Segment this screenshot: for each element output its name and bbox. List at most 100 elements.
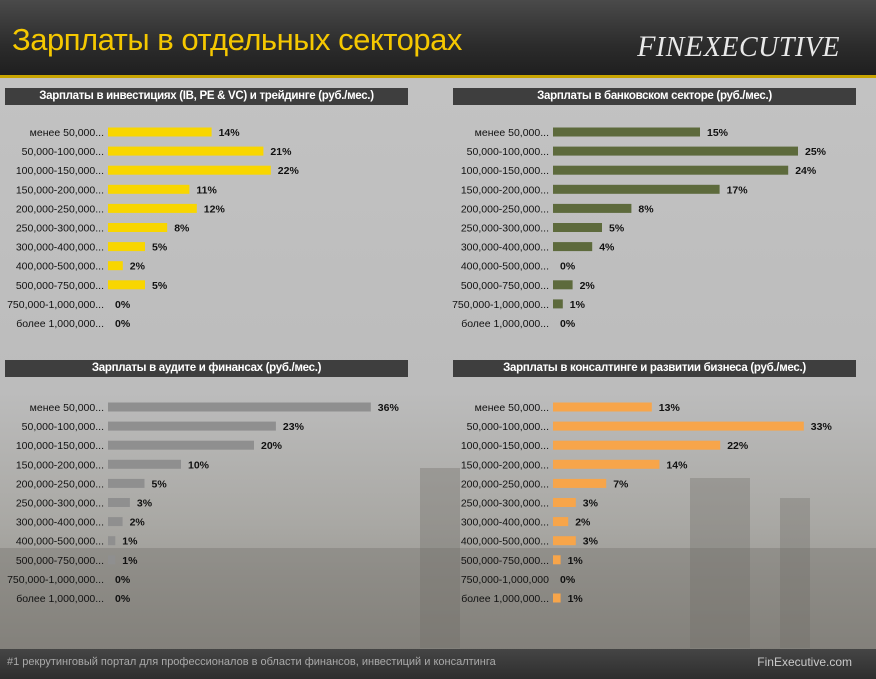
footer-website-link[interactable]: FinExecutive.com	[757, 655, 852, 669]
bar	[108, 280, 145, 290]
category-label: 100,000-150,000...	[461, 165, 549, 177]
value-label: 1%	[122, 555, 138, 567]
bar	[553, 146, 798, 156]
panel-title-investments: Зарплаты в инвестициях (IB, PE & VC) и т…	[5, 88, 408, 105]
bar	[553, 280, 573, 290]
value-label: 8%	[638, 203, 654, 215]
bar	[108, 203, 197, 213]
category-label: более 1,000,000...	[16, 593, 104, 605]
value-label: 1%	[570, 299, 586, 311]
value-label: 7%	[613, 478, 629, 490]
bar	[553, 478, 607, 488]
category-label: 200,000-250,000...	[16, 203, 104, 215]
header-divider	[0, 75, 876, 78]
bar	[108, 127, 212, 137]
category-label: 100,000-150,000...	[16, 165, 104, 177]
category-label: 400,000-500,000...	[461, 536, 549, 548]
value-label: 0%	[115, 593, 131, 605]
value-label: 0%	[115, 574, 131, 586]
bar	[553, 203, 632, 213]
bar	[553, 127, 700, 137]
value-label: 2%	[130, 261, 146, 273]
value-label: 12%	[204, 203, 226, 215]
bar	[553, 498, 576, 507]
panel-title-banking: Зарплаты в банковском секторе (руб./мес.…	[453, 88, 856, 105]
category-label: 250,000-300,000...	[461, 223, 549, 235]
bar	[553, 299, 563, 309]
category-label: менее 50,000...	[475, 127, 549, 139]
category-label: менее 50,000...	[30, 127, 104, 139]
value-label: 1%	[568, 593, 584, 605]
panel-title-consulting: Зарплаты в консалтинге и развитии бизнес…	[453, 360, 856, 377]
value-label: 2%	[575, 517, 591, 529]
category-label: 400,000-500,000...	[16, 261, 104, 273]
bar	[108, 498, 130, 507]
category-label: 200,000-250,000...	[461, 203, 549, 215]
bar	[553, 555, 561, 565]
category-label: 400,000-500,000...	[16, 536, 104, 548]
bar	[108, 184, 190, 194]
category-label: менее 50,000...	[475, 402, 549, 414]
city-silhouette	[690, 478, 750, 648]
value-label: 8%	[174, 223, 190, 235]
value-label: 0%	[560, 261, 576, 273]
value-label: 21%	[270, 146, 292, 158]
bar	[108, 165, 271, 175]
value-label: 3%	[583, 536, 599, 548]
value-label: 4%	[599, 242, 615, 254]
bar	[553, 223, 602, 232]
value-label: 2%	[130, 517, 146, 529]
value-label: 5%	[152, 478, 168, 490]
bar	[108, 440, 254, 450]
category-label: 200,000-250,000...	[461, 478, 549, 490]
bar	[108, 421, 276, 431]
value-label: 36%	[378, 402, 400, 414]
bar	[108, 517, 123, 527]
value-label: 22%	[727, 440, 749, 452]
value-label: 0%	[560, 318, 576, 330]
bar	[553, 517, 569, 527]
category-label: 150,000-200,000...	[461, 184, 549, 196]
value-label: 20%	[261, 440, 283, 452]
value-label: 1%	[122, 536, 138, 548]
category-label: 100,000-150,000...	[16, 440, 104, 452]
bar	[553, 593, 561, 603]
category-label: 500,000-750,000...	[16, 555, 104, 567]
value-label: 3%	[137, 498, 153, 510]
category-label: 750,000-1,000,000...	[7, 574, 104, 586]
value-label: 11%	[196, 184, 217, 196]
footer-tagline: #1 рекрутинговый портал для профессионал…	[7, 656, 496, 668]
bar	[108, 261, 123, 271]
category-label: 300,000-400,000...	[16, 242, 104, 254]
category-label: 500,000-750,000...	[16, 280, 104, 292]
value-label: 5%	[152, 242, 168, 254]
bar	[108, 536, 116, 546]
value-label: 0%	[560, 574, 576, 586]
brand-logo: FINEXECUTIVE	[637, 30, 840, 63]
category-label: более 1,000,000...	[461, 593, 549, 605]
panel-title-audit: Зарплаты в аудите и финансах (руб./мес.)	[5, 360, 408, 377]
bar	[553, 402, 652, 412]
bar	[553, 242, 593, 252]
category-label: 750,000-1,000,000	[461, 574, 549, 586]
category-label: 50,000-100,000...	[22, 146, 104, 158]
value-label: 14%	[219, 127, 241, 139]
value-label: 33%	[811, 421, 833, 433]
category-label: 50,000-100,000...	[467, 421, 549, 433]
header-bar	[0, 0, 876, 75]
category-label: 250,000-300,000...	[16, 498, 104, 510]
category-label: 300,000-400,000...	[461, 242, 549, 254]
value-label: 5%	[609, 223, 625, 235]
category-label: 150,000-200,000...	[461, 459, 549, 471]
value-label: 13%	[659, 402, 681, 414]
bar	[108, 459, 181, 469]
category-label: 500,000-750,000...	[461, 555, 549, 567]
value-label: 10%	[188, 459, 210, 471]
bar	[553, 184, 720, 194]
value-label: 17%	[727, 184, 749, 196]
value-label: 0%	[115, 318, 131, 330]
bar	[553, 421, 804, 431]
value-label: 0%	[115, 299, 131, 311]
bar	[553, 459, 660, 469]
bar	[108, 555, 116, 565]
